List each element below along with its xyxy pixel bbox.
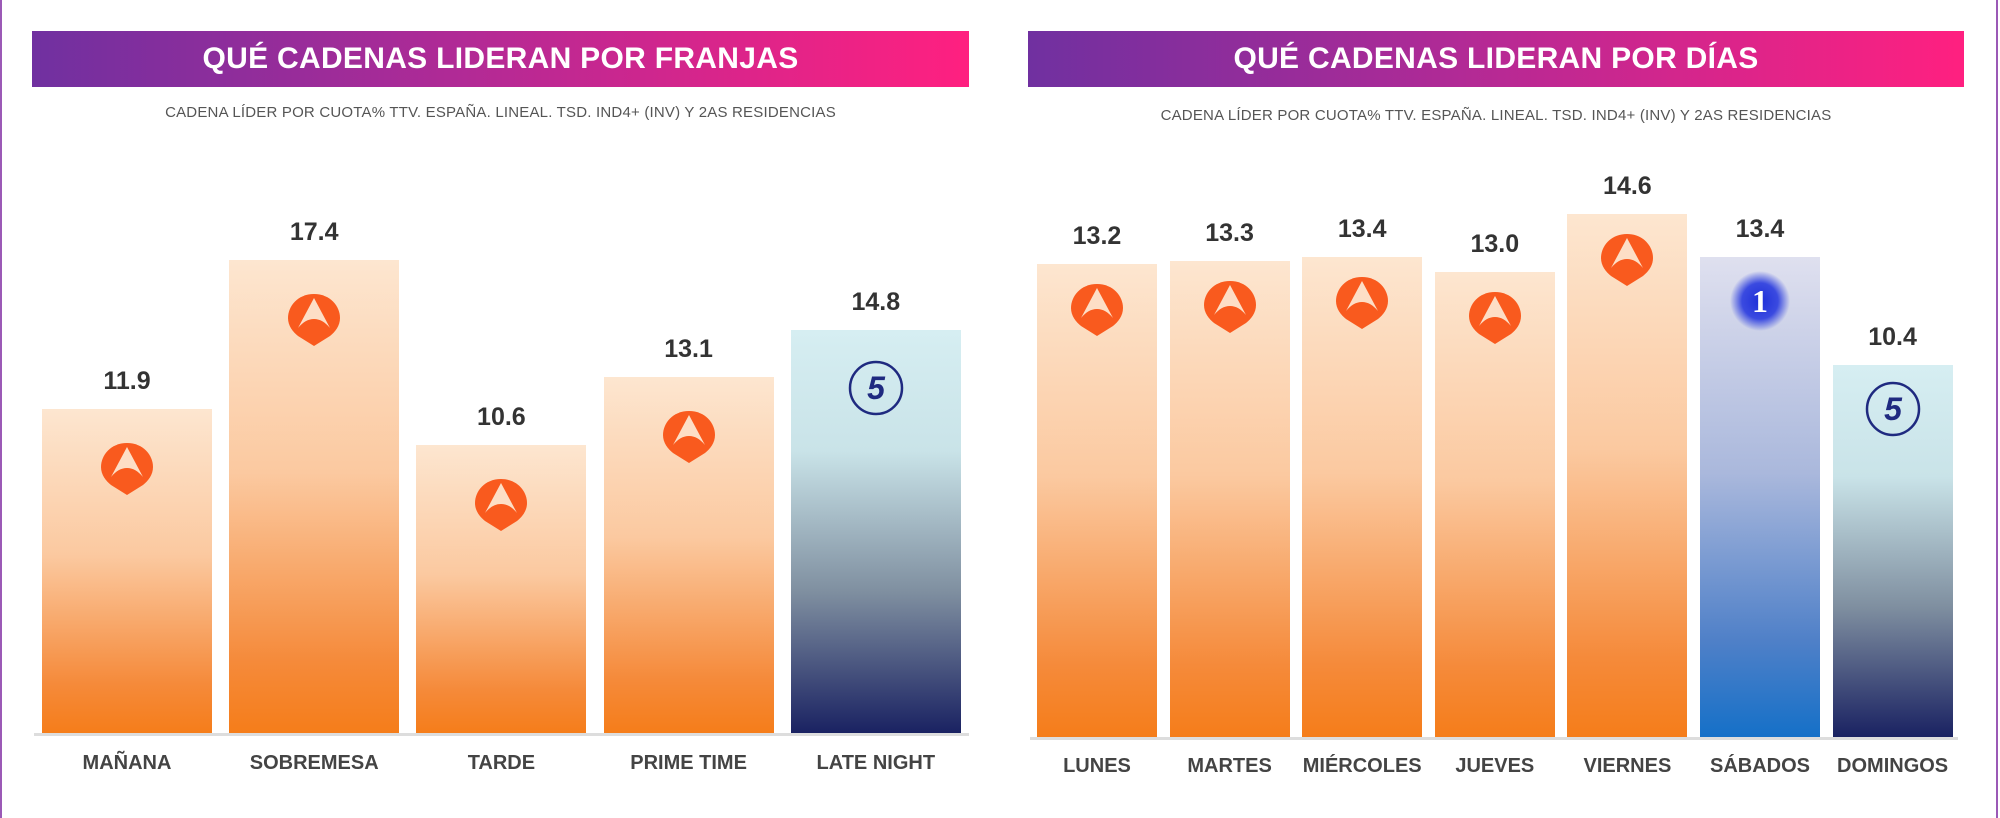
chart-subtitle-franjas: CADENA LÍDER POR CUOTA% TTV. ESPAÑA. LIN… — [165, 104, 836, 121]
antena3-logo-icon — [1465, 286, 1525, 346]
value-label: 10.6 — [477, 402, 526, 431]
telecinco-logo-icon: 5 — [846, 358, 906, 418]
category-label: DOMINGOS — [1837, 755, 1949, 777]
value-label: 14.6 — [1603, 172, 1652, 201]
value-label: 13.4 — [1735, 215, 1785, 244]
category-label: JUEVES — [1455, 755, 1535, 777]
antena3-logo-icon — [1332, 271, 1392, 331]
svg-text:5: 5 — [1884, 391, 1903, 427]
category-label: SÁBADOS — [1709, 755, 1810, 777]
bar-sábados — [1700, 257, 1820, 737]
antena3-logo-icon — [471, 473, 531, 533]
svg-text:5: 5 — [867, 370, 886, 406]
antena3-logo-icon — [1067, 278, 1127, 338]
category-label: TARDE — [467, 752, 536, 774]
value-label: 13.4 — [1337, 215, 1387, 244]
bar-domingos — [1832, 364, 1953, 737]
value-label: 13.0 — [1470, 229, 1520, 258]
svg-text:1: 1 — [1752, 283, 1768, 319]
la1-logo-icon: 1 — [1730, 271, 1790, 332]
antena3-logo-icon — [284, 288, 344, 348]
value-label: 14.8 — [851, 288, 901, 317]
bar-lunes — [1037, 264, 1157, 737]
bar-late-night — [790, 330, 961, 733]
bar-viernes — [1567, 214, 1688, 737]
value-label: 13.3 — [1205, 218, 1254, 247]
category-label: MAÑANA — [82, 752, 172, 774]
bar-miércoles — [1302, 257, 1423, 737]
antena3-logo-icon — [1200, 275, 1260, 335]
value-label: 13.2 — [1072, 222, 1122, 251]
chart-subtitle-dias: CADENA LÍDER POR CUOTA% TTV. ESPAÑA. LIN… — [1160, 107, 1832, 124]
category-label: LATE NIGHT — [816, 752, 936, 774]
antena3-logo-icon — [97, 437, 157, 497]
value-label: 11.9 — [103, 367, 151, 396]
x-axis-line — [34, 733, 969, 736]
category-label: LUNES — [1063, 755, 1131, 777]
category-label: MIÉRCOLES — [1302, 755, 1422, 777]
right-border — [1996, 0, 1998, 818]
chart-title-franjas: QUÉ CADENAS LIDERAN POR FRANJAS — [32, 31, 969, 87]
category-label: PRIME TIME — [630, 752, 747, 774]
value-label: 17.4 — [289, 217, 339, 246]
value-label: 10.4 — [1868, 322, 1917, 351]
antena3-logo-icon — [1597, 228, 1657, 288]
category-label: SOBREMESA — [249, 752, 379, 774]
bar-martes — [1169, 260, 1290, 737]
x-axis-line — [1030, 737, 1958, 740]
antena3-logo-icon — [659, 405, 719, 465]
telecinco-logo-icon: 5 — [1863, 379, 1923, 439]
left-border — [0, 0, 2, 818]
chart-title-dias: QUÉ CADENAS LIDERAN POR DÍAS — [1028, 31, 1964, 87]
value-label: 13.1 — [664, 334, 713, 363]
category-label: VIERNES — [1583, 755, 1672, 777]
category-label: MARTES — [1187, 755, 1272, 777]
bar-jueves — [1434, 271, 1555, 737]
